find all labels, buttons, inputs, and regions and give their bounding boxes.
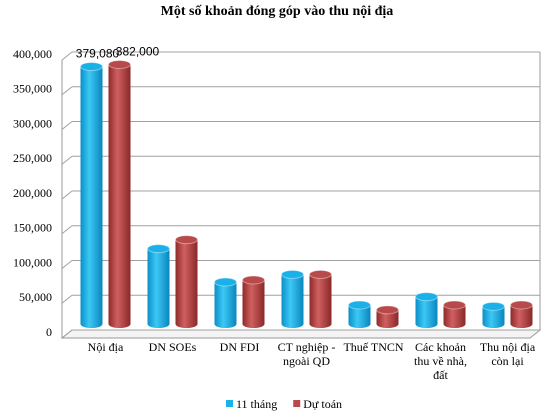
bar-top: [175, 235, 198, 245]
bar-bottom: [147, 320, 170, 328]
grid-line-side: [61, 121, 73, 130]
bar: [415, 296, 438, 324]
x-tick-label: CT nghiệp - ngoài QD: [277, 340, 336, 368]
bar: [175, 239, 198, 324]
bar: [348, 304, 371, 324]
bar-bottom: [309, 320, 332, 328]
y-tick-label: 300,000: [13, 116, 52, 130]
x-tick-label: DN SOEs: [148, 340, 197, 354]
bar-bottom: [80, 320, 103, 328]
bar-top: [80, 62, 103, 72]
value-label: 382,000: [116, 45, 160, 59]
bar-bottom: [281, 320, 304, 328]
bar-bottom: [108, 320, 131, 328]
bar: [80, 66, 103, 324]
floor: [60, 329, 542, 339]
bar-top: [108, 60, 131, 70]
y-tick-label: 50,000: [19, 290, 52, 304]
bar: [108, 64, 131, 324]
y-tick-label: 350,000: [13, 82, 52, 96]
bar: [482, 306, 505, 324]
x-tick-label: Thuế TNCN: [343, 340, 404, 354]
bar-bottom: [415, 320, 438, 328]
bar-top: [348, 300, 371, 310]
bar: [443, 304, 466, 324]
bar-top: [242, 275, 265, 285]
grid-line-side: [61, 294, 73, 304]
y-tick-label: 150,000: [13, 221, 52, 235]
grid-line-side: [61, 329, 73, 339]
bar-bottom: [443, 320, 466, 328]
legend-swatch: [293, 400, 301, 407]
x-tick-label: Nội địa: [87, 340, 124, 354]
bar-bottom: [482, 320, 505, 328]
legend-label: 11 tháng: [236, 397, 277, 411]
legend-label: Dự toán: [303, 397, 342, 411]
bar-top: [482, 301, 505, 311]
grid-line-side: [61, 51, 73, 61]
y-tick-label: 100,000: [13, 255, 52, 269]
bar: [147, 248, 170, 324]
y-tick-label: 400,000: [13, 47, 52, 61]
bar-bottom: [175, 320, 198, 328]
x-tick-label: Các khoản thu về nhà, đất: [414, 340, 467, 382]
bar-top: [510, 300, 533, 310]
bar-top: [415, 292, 438, 302]
grid-line-side: [61, 260, 73, 269]
value-label: 379,080: [76, 47, 120, 61]
y-tick-label: 0: [46, 325, 52, 339]
bar: [281, 274, 304, 324]
grid-line-side: [61, 86, 73, 96]
bar-bottom: [348, 320, 371, 328]
bar-bottom: [242, 320, 265, 328]
x-tick-label: Thu nội địa còn lại: [479, 340, 536, 368]
bar-top: [147, 244, 170, 254]
grid-line-side: [61, 190, 73, 200]
grid-line-side: [61, 155, 73, 165]
bar-top: [443, 300, 466, 310]
bar-bottom: [376, 320, 399, 328]
y-tick-label: 200,000: [13, 186, 52, 200]
bar-top: [281, 269, 304, 279]
bar-top: [309, 269, 332, 279]
bar: [242, 279, 265, 324]
bar-top: [214, 277, 237, 287]
bar: [376, 309, 399, 324]
bar-top: [376, 305, 399, 315]
grid-line-side: [61, 225, 73, 235]
bar-bottom: [214, 320, 237, 328]
chart-title: Một số khoản đóng góp vào thu nội địa: [161, 4, 394, 19]
legend-swatch: [226, 400, 233, 407]
y-tick-label: 250,000: [13, 151, 52, 165]
bar: [309, 274, 332, 324]
bar: [214, 282, 237, 324]
x-tick-label: DN FDI: [219, 340, 260, 354]
bar-bottom: [510, 320, 533, 328]
bar: [510, 304, 533, 324]
